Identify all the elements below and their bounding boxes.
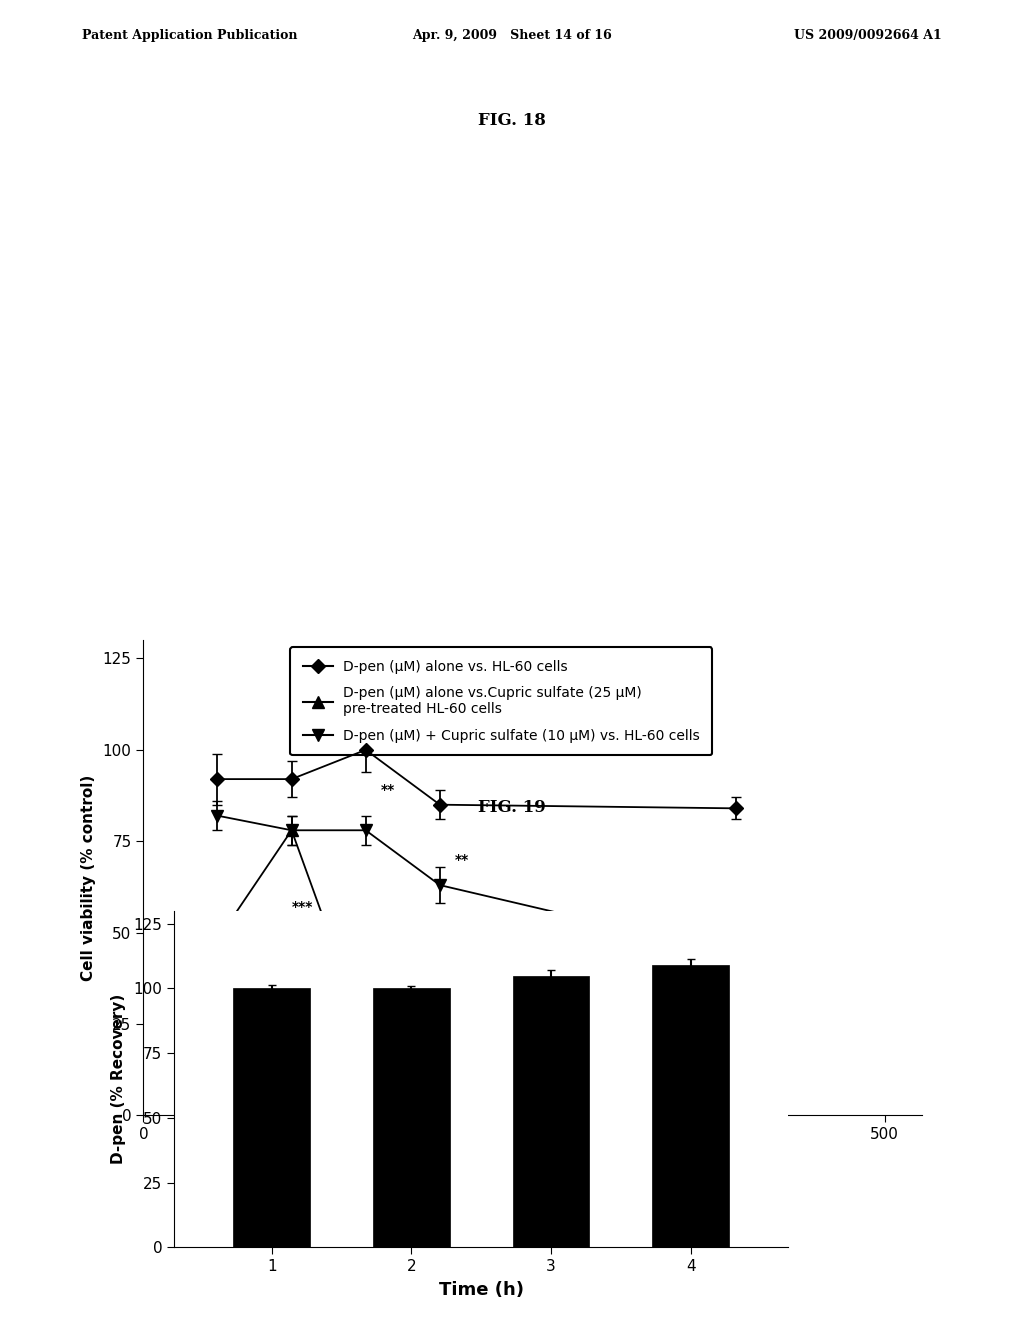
- Bar: [233, 989, 310, 1247]
- Text: ***: ***: [736, 915, 758, 929]
- Y-axis label: Cell viability (% control): Cell viability (% control): [81, 775, 95, 981]
- Bar: [652, 965, 729, 1247]
- Text: FIG. 18: FIG. 18: [478, 112, 546, 129]
- Text: **: **: [381, 783, 395, 797]
- Legend: D-pen (μM) alone vs. HL-60 cells, D-pen (μM) alone vs.Cupric sulfate (25 μM)
pre: D-pen (μM) alone vs. HL-60 cells, D-pen …: [291, 647, 713, 755]
- Text: Apr. 9, 2009   Sheet 14 of 16: Apr. 9, 2009 Sheet 14 of 16: [412, 29, 612, 42]
- Bar: [513, 975, 590, 1247]
- X-axis label: D-pen (μM): D-pen (μM): [475, 1150, 590, 1167]
- Bar: [373, 989, 450, 1247]
- Text: ***: ***: [362, 999, 384, 1012]
- Text: ***: ***: [292, 900, 313, 915]
- Text: US 2009/0092664 A1: US 2009/0092664 A1: [795, 29, 942, 42]
- X-axis label: Time (h): Time (h): [438, 1282, 524, 1299]
- Text: **: **: [455, 853, 469, 867]
- Text: ***: ***: [749, 1061, 770, 1076]
- Y-axis label: D-pen (% Recovery): D-pen (% Recovery): [112, 994, 126, 1164]
- Text: ***: ***: [437, 1028, 459, 1043]
- Text: Patent Application Publication: Patent Application Publication: [82, 29, 297, 42]
- Text: FIG. 19: FIG. 19: [478, 799, 546, 816]
